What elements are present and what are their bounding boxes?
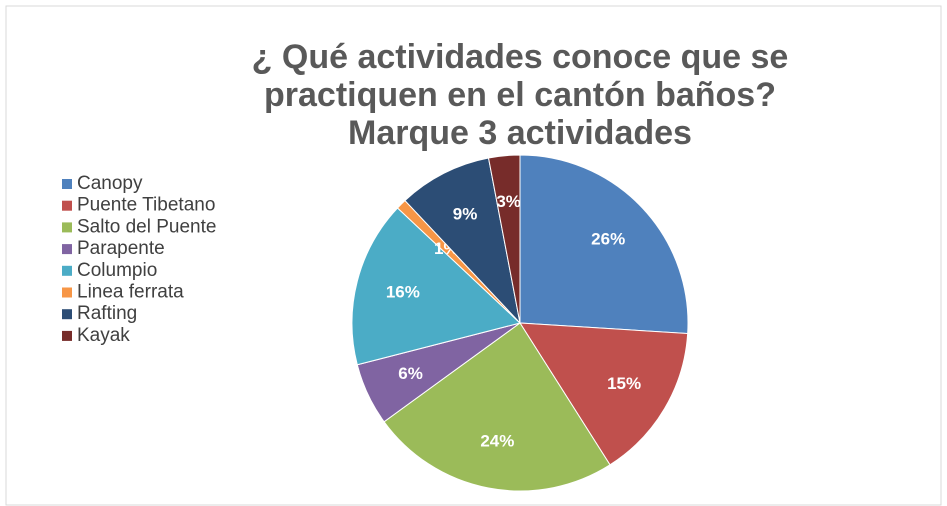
legend-label: Canopy: [77, 173, 143, 194]
pie-slice: [519, 154, 689, 335]
data-label: 3%: [496, 192, 521, 211]
data-label: 6%: [398, 364, 423, 383]
data-label: 15%: [607, 374, 641, 393]
legend-swatch: [62, 309, 72, 320]
legend-swatch: [62, 200, 72, 211]
pie-slice: [519, 322, 689, 466]
legend-swatch: [62, 330, 72, 341]
legend-label: Linea ferrata: [77, 282, 184, 303]
data-label: 16%: [386, 282, 420, 301]
chart-title: ¿ Qué actividades conoce que se practiqu…: [251, 38, 789, 152]
data-label: 9%: [453, 205, 478, 224]
legend-swatch: [62, 265, 72, 276]
legend-swatch: [62, 179, 72, 189]
legend-label: Columpio: [77, 260, 157, 281]
legend-label: Parapente: [77, 238, 165, 259]
legend-label: Rafting: [77, 303, 137, 324]
legend-swatch: [62, 244, 72, 255]
legend-label: Kayak: [77, 325, 130, 346]
pie-slice: [351, 207, 522, 366]
legend-label: Salto del Puente: [77, 216, 216, 237]
data-label: 24%: [480, 431, 514, 450]
pie-slice: [383, 322, 611, 492]
pie-slice: [404, 157, 521, 325]
data-label: 26%: [591, 230, 625, 249]
legend-label: Puente Tibetano: [77, 195, 215, 216]
pie-slice: [487, 154, 521, 324]
legend-swatch: [62, 222, 72, 233]
legend-swatch: [62, 287, 72, 298]
